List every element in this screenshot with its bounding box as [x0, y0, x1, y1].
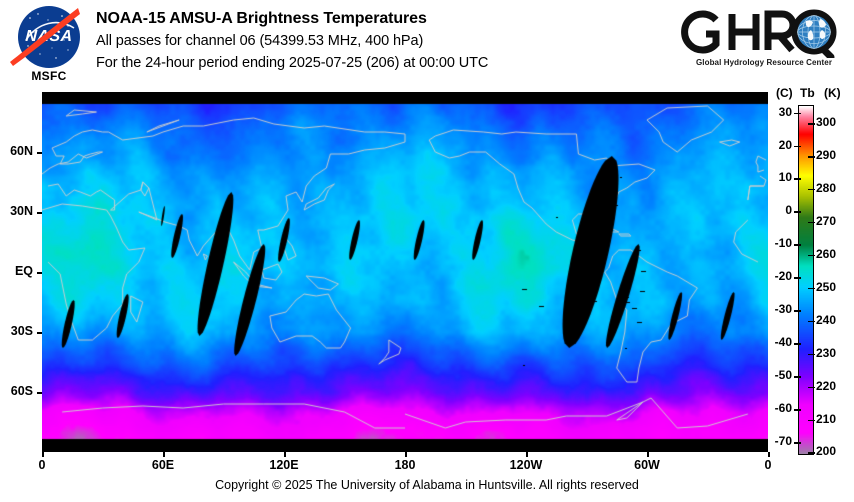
colorbar-tickmark-left [794, 376, 801, 378]
colorbar-tick-kelvin: 210 [816, 411, 837, 426]
x-axis-tickmark [647, 452, 649, 457]
nasa-swoosh-icon [10, 8, 80, 66]
colorbar-tickmark-right [808, 287, 815, 290]
y-axis-tickmark [37, 332, 42, 334]
colorbar-tick-kelvin: 270 [816, 213, 837, 228]
colorbar-tick-celsius: 0 [785, 203, 792, 218]
x-axis-tick-label: 180 [394, 458, 416, 472]
colorbar-tickmark-left [794, 211, 801, 214]
x-axis-tick-label: 120W [509, 458, 543, 472]
colorbar-tickmark-left [794, 145, 801, 148]
x-axis-tickmark [42, 452, 44, 457]
subtitle-channel: All passes for channel 06 (54399.53 MHz,… [96, 33, 424, 49]
colorbar-tickmark-left [794, 310, 801, 312]
copyright-text: Copyright © 2025 The University of Alaba… [215, 478, 639, 492]
colorbar-tickmark-right [808, 155, 815, 158]
x-axis-tick-label: 120E [269, 458, 299, 472]
ghrc-logo: Global Hydrology Resource Center [680, 6, 840, 80]
x-axis-tickmark [768, 452, 770, 457]
colorbar-tick-kelvin: 200 [816, 444, 837, 459]
colorbar-tick-celsius: -50 [774, 368, 792, 383]
colorbar-tickmark-left [794, 409, 801, 411]
colorbar-tick-kelvin: 290 [816, 147, 837, 162]
colorbar-tick-kelvin: 220 [816, 378, 837, 393]
colorbar-tick-celsius: -20 [774, 269, 792, 284]
colorbar-tick-kelvin: 230 [816, 345, 837, 360]
title-block: NOAA-15 AMSU-A Brightness Temperatures A… [96, 8, 488, 74]
colorbar-tick-celsius: -70 [774, 434, 792, 449]
nasa-stars-icon [25, 13, 75, 59]
colorbar-gradient [798, 105, 814, 455]
subtitle-period: For the 24-hour period ending 2025-07-25… [96, 55, 489, 71]
map-plot-area[interactable] [42, 92, 768, 452]
colorbar-tick-kelvin: 300 [816, 114, 837, 129]
colorbar-tickmark-left [794, 343, 801, 345]
colorbar-tick-kelvin: 240 [816, 312, 837, 327]
ghrc-tagline: Global Hydrology Resource Center [695, 58, 833, 67]
colorbar-tick-celsius: -30 [774, 302, 792, 317]
y-axis-tick-label: EQ [14, 264, 33, 278]
colorbar-tickmark-right [808, 254, 815, 257]
x-axis-tick-label: 60E [151, 458, 175, 472]
colorbar-tick-kelvin: 280 [816, 180, 837, 195]
x-axis-tick-label: 0 [764, 458, 772, 472]
colorbar-tick-celsius: 10 [778, 170, 792, 185]
colorbar-header-mid: Tb [800, 86, 815, 100]
colorbar-tickmark-right [808, 122, 815, 125]
colorbar-tickmark-left [794, 178, 801, 181]
colorbar-tickmark-right [808, 419, 815, 422]
colorbar-tick-celsius: 30 [778, 104, 792, 119]
nasa-center-label: MSFC [31, 69, 67, 83]
ghrc-wordmark-icon [681, 9, 837, 58]
nasa-logo: NASA MSFC [10, 6, 88, 86]
colorbar-tick-kelvin: 260 [816, 246, 837, 261]
y-axis-tickmark [37, 272, 42, 274]
x-axis-tickmark [526, 452, 528, 457]
colorbar [798, 105, 814, 455]
brightness-temperature-map [42, 92, 768, 452]
colorbar-tickmark-left [794, 277, 801, 279]
colorbar-tick-celsius: -10 [774, 236, 792, 251]
x-axis-tickmark [405, 452, 407, 457]
colorbar-tick-celsius: -40 [774, 335, 792, 350]
colorbar-tick-celsius: 20 [778, 137, 792, 152]
colorbar-tickmark-left [794, 244, 801, 246]
y-axis-tickmark [37, 152, 42, 154]
x-axis-tick-label: 60W [634, 458, 660, 472]
colorbar-tickmark-right [808, 320, 815, 323]
y-axis-tick-label: 60N [10, 144, 33, 158]
page-title: NOAA-15 AMSU-A Brightness Temperatures [96, 10, 427, 27]
colorbar-tickmark-right [808, 188, 815, 191]
x-axis-tickmark [163, 452, 165, 457]
colorbar-tickmark-left [794, 112, 801, 115]
colorbar-tickmark-right [808, 221, 815, 224]
colorbar-tickmark-left [794, 442, 801, 444]
colorbar-tickmark-right [808, 452, 815, 455]
colorbar-tick-kelvin: 250 [816, 279, 837, 294]
colorbar-tickmark-right [808, 386, 815, 389]
y-axis-tick-label: 30S [10, 324, 33, 338]
x-axis-tick-label: 0 [38, 458, 46, 472]
y-axis-tickmark [37, 392, 42, 394]
colorbar-tick-celsius: -60 [774, 401, 792, 416]
y-axis-tick-label: 60S [10, 384, 33, 398]
y-axis-tick-label: 30N [10, 204, 33, 218]
y-axis-tickmark [37, 212, 42, 214]
colorbar-tickmark-right [808, 353, 815, 356]
x-axis-tickmark [284, 452, 286, 457]
colorbar-header-left: (C) [776, 86, 793, 100]
colorbar-header-right: (K) [824, 86, 841, 100]
